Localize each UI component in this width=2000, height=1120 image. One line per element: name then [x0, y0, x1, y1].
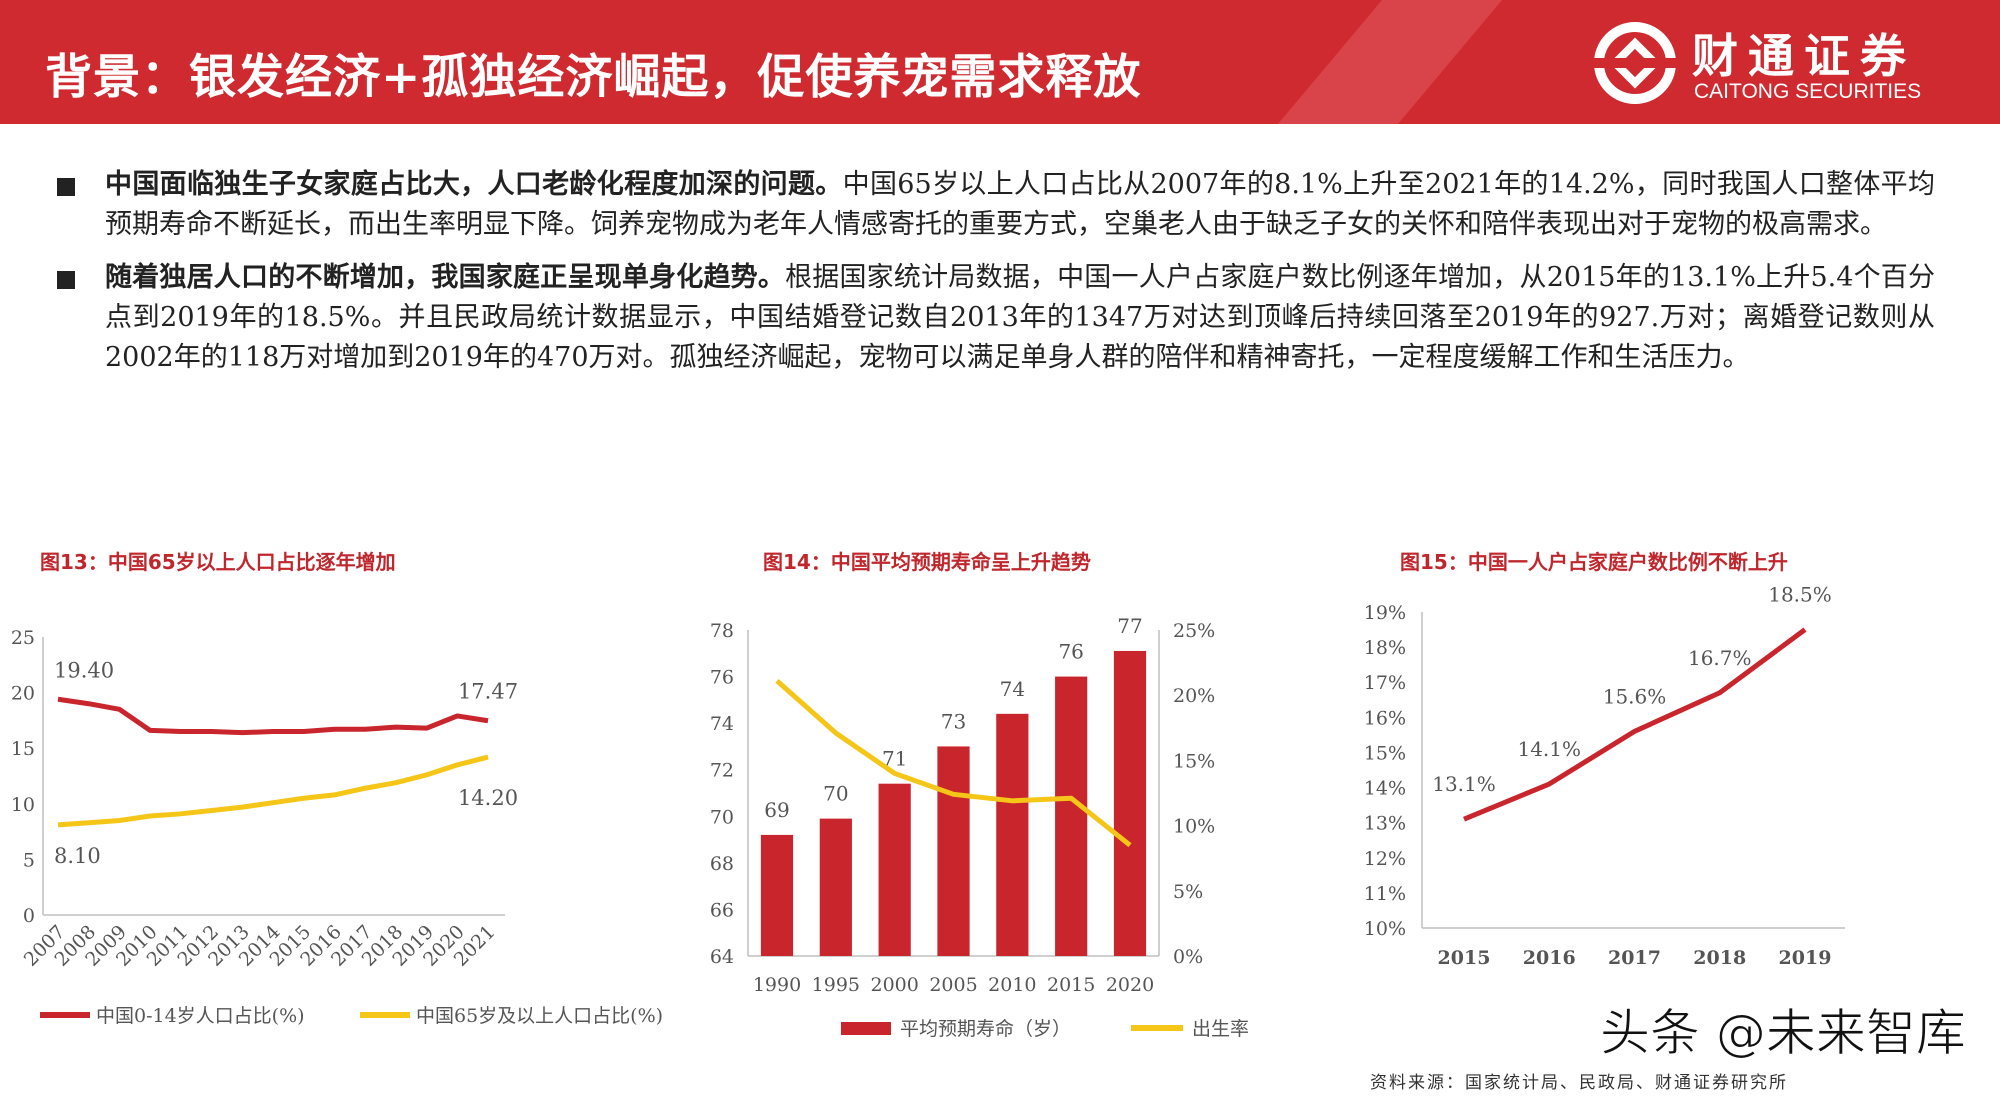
right-y-tick-label: 0% [1173, 946, 1203, 968]
bullet-item: 随着独居人口的不断增加，我国家庭正呈现单身化趋势。根据国家统计局数据，中国一人户… [55, 258, 1935, 378]
series-line-1 [57, 754, 489, 828]
x-tick-label: 1995 [812, 974, 860, 996]
chart13-title: 图13：中国65岁以上人口占比逐年增加 [40, 550, 396, 574]
legend-label: 平均预期寿命（岁） [900, 1018, 1071, 1040]
data-label: 14.20 [458, 786, 518, 810]
bar [937, 746, 970, 956]
data-label: 14.1% [1517, 737, 1581, 761]
bullet-list: 中国面临独生子女家庭占比大，人口老龄化程度加深的问题。中国65岁以上人口占比从2… [55, 165, 1935, 391]
left-y-tick-label: 70 [710, 806, 734, 828]
company-logo: 财通证券 CAITONG SECURITIES [1590, 18, 1950, 108]
y-tick-label: 19% [1364, 602, 1406, 624]
bar [1113, 650, 1147, 956]
logo-text-cn: 财通证券 [1692, 29, 1916, 83]
y-tick-label: 16% [1364, 707, 1406, 729]
bar-data-label: 76 [1058, 640, 1083, 664]
y-tick-label: 0 [23, 905, 35, 927]
x-tick-label: 2019 [1779, 947, 1832, 969]
x-tick-label: 2000 [870, 974, 918, 996]
source-note: 资料来源：国家统计局、民政局、财通证券研究所 [1370, 1073, 1788, 1093]
bullet-body: 中国65岁以上人口占比从2007年的8.1%上升至2021年的14.2%，同时我… [105, 169, 1935, 240]
x-tick-label: 2020 [1106, 974, 1154, 996]
bar [878, 783, 911, 956]
x-tick-label: 2010 [988, 974, 1036, 996]
x-tick-label: 2015 [1047, 974, 1095, 996]
chart15-title: 图15：中国一人户占家庭户数比例不断上升 [1400, 550, 1788, 574]
left-y-tick-label: 68 [710, 853, 734, 875]
bar-data-label: 74 [1000, 677, 1025, 701]
right-y-tick-label: 20% [1173, 685, 1215, 707]
right-y-tick-label: 5% [1173, 881, 1203, 903]
left-y-tick-label: 72 [710, 760, 734, 782]
left-y-tick-label: 74 [710, 713, 734, 735]
data-label: 16.7% [1688, 646, 1752, 670]
data-label: 15.6% [1603, 684, 1667, 708]
x-tick-label: 2005 [929, 974, 977, 996]
data-label: 17.47 [458, 680, 518, 704]
y-tick-label: 15% [1364, 742, 1406, 764]
y-tick-label: 25 [11, 627, 35, 649]
bar-data-label: 73 [941, 709, 966, 733]
y-tick-label: 17% [1364, 672, 1406, 694]
x-tick-label: 1990 [753, 974, 801, 996]
legend-swatch-bar [841, 1022, 891, 1035]
y-tick-label: 15 [11, 738, 35, 760]
data-label: 8.10 [54, 844, 101, 868]
x-tick-label: 2016 [1523, 947, 1576, 969]
y-tick-label: 10 [11, 794, 35, 816]
bullet-item: 中国面临独生子女家庭占比大，人口老龄化程度加深的问题。中国65岁以上人口占比从2… [55, 165, 1935, 245]
y-tick-label: 20 [11, 683, 35, 705]
data-label: 19.40 [54, 658, 114, 682]
chart14-title: 图14：中国平均预期寿命呈上升趋势 [763, 550, 1091, 574]
left-y-tick-label: 66 [710, 899, 734, 921]
watermark: 头条 @未来智库 [1600, 1004, 1967, 1063]
x-tick-label: 2015 [1438, 947, 1491, 969]
y-tick-label: 18% [1364, 637, 1406, 659]
right-y-tick-label: 25% [1173, 620, 1215, 642]
bar [819, 818, 852, 956]
y-tick-label: 10% [1364, 918, 1406, 940]
bullet-body: 根据国家统计局数据，中国一人户占家庭户数比例逐年增加，从2015年的13.1%上… [105, 262, 1935, 373]
data-label: 18.5% [1768, 583, 1832, 607]
series-line [1463, 627, 1807, 822]
left-y-tick-label: 78 [710, 620, 734, 642]
header-banner: 背景：银发经济+孤独经济崛起，促使养宠需求释放 财通证券 CAITONG SEC… [0, 0, 2000, 124]
logo-emblem-icon [1590, 22, 1680, 104]
legend-label: 中国65岁及以上人口占比(%) [416, 1005, 663, 1027]
bar [996, 713, 1029, 956]
bar-data-label: 77 [1117, 614, 1142, 638]
legend-label: 中国0-14岁人口占比(%) [96, 1005, 305, 1027]
y-tick-label: 5 [23, 849, 35, 871]
left-y-tick-label: 64 [710, 946, 734, 968]
right-y-tick-label: 15% [1173, 750, 1215, 772]
left-y-tick-label: 76 [710, 667, 734, 689]
y-tick-label: 14% [1364, 778, 1406, 800]
bullet-headline: 随着独居人口的不断增加，我国家庭正呈现单身化趋势。 [105, 262, 786, 293]
bullet-square-icon [57, 271, 75, 289]
right-y-tick-label: 10% [1173, 816, 1215, 838]
bar-data-label: 69 [764, 798, 789, 822]
y-tick-label: 13% [1364, 813, 1406, 835]
bar-data-label: 70 [823, 782, 848, 806]
logo-text-en: CAITONG SECURITIES [1694, 80, 1922, 103]
x-tick-label: 2017 [1608, 947, 1661, 969]
page-title: 背景：银发经济+孤独经济崛起，促使养宠需求释放 [45, 50, 1142, 105]
y-tick-label: 12% [1364, 848, 1406, 870]
legend-label: 出生率 [1192, 1018, 1249, 1040]
data-label: 13.1% [1432, 772, 1496, 796]
bullet-square-icon [57, 178, 75, 196]
bar [760, 834, 794, 956]
series-line-0 [57, 696, 489, 736]
y-tick-label: 11% [1364, 883, 1406, 905]
bullet-headline: 中国面临独生子女家庭占比大，人口老龄化程度加深的问题。 [105, 169, 843, 200]
x-tick-label: 2018 [1693, 947, 1746, 969]
bar [1055, 676, 1088, 956]
birth-rate-line [775, 678, 1132, 848]
